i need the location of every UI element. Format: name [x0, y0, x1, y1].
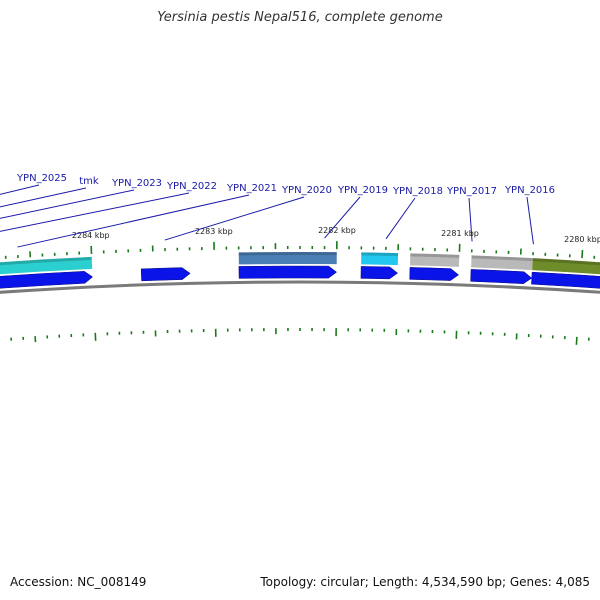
gene-label: YPN_2022 [166, 181, 217, 192]
feature-shade [238, 252, 337, 256]
gene-label: YPN_2025 [16, 173, 67, 184]
kbp-label: 2281 kbp [441, 229, 479, 238]
gene-label: YPN_2021 [226, 183, 277, 194]
cds-arrow [238, 265, 338, 279]
gene-label: YPN_2019 [337, 185, 388, 196]
gene-callout-line [526, 196, 534, 245]
cds-arrow [409, 267, 460, 281]
accession-text: Accession: NC_008149 [10, 575, 147, 589]
kbp-label: 2280 kbp [564, 235, 600, 244]
feature-block [471, 255, 533, 271]
feature-block [410, 253, 460, 267]
kbp-label: 2282 kbp [318, 226, 356, 235]
gene-callout-line [164, 196, 305, 241]
feature-block [532, 258, 600, 275]
gene-label: YPN_2016 [504, 185, 555, 196]
feature-block [0, 256, 93, 275]
feature-shade [410, 253, 460, 258]
gene-callout-line [468, 197, 473, 242]
gene-callout-line [324, 196, 361, 239]
cds-arrow [360, 266, 399, 280]
feature-block [238, 252, 337, 265]
gene-callout-line [0, 192, 190, 232]
outer-tick [581, 250, 584, 259]
feature-shade [0, 256, 92, 266]
kbp-label: 2283 kbp [195, 227, 233, 236]
genome-backbone [0, 280, 600, 294]
cds-arrow [531, 271, 600, 289]
cds-arrow [140, 267, 191, 282]
gene-callout-line [17, 194, 250, 248]
gene-callout-line [0, 187, 87, 208]
gene-label: YPN_2023 [111, 178, 162, 189]
feature-shade [532, 258, 600, 266]
gene-label-layer: YPN_2025 tmk YPN_2023 YPN_2022 YPN_2021 YPN_2… [16, 173, 555, 197]
kbp-label-layer: 2288 kbp2287 kbp2286 kbp2285 kbp2284 kbp… [72, 226, 600, 244]
gene-label: YPN_2020 [281, 185, 332, 196]
gene-callout-line [0, 189, 135, 219]
feature-block [361, 252, 399, 266]
inner-tick-ring [0, 328, 600, 345]
outer-tick-ring [4, 241, 596, 259]
kbp-label: 2284 kbp [72, 231, 110, 240]
feature-shade [471, 255, 533, 262]
gene-callout-line [385, 197, 416, 240]
gene-label: YPN_2018 [392, 186, 443, 197]
cds-arrow [470, 269, 533, 284]
topology-text: Topology: circular; Length: 4,534,590 bp… [260, 575, 590, 589]
feature-shade [361, 252, 399, 257]
cds-track [0, 265, 600, 289]
map-title: Yersinia pestis Nepal516, complete genom… [157, 10, 443, 25]
gene-label: tmk [79, 176, 99, 187]
inner-tick [575, 336, 578, 345]
cds-arrow [0, 271, 94, 289]
gene-label: YPN_2017 [446, 186, 497, 197]
feature-track [0, 252, 600, 275]
gene-callout-layer [0, 184, 534, 248]
